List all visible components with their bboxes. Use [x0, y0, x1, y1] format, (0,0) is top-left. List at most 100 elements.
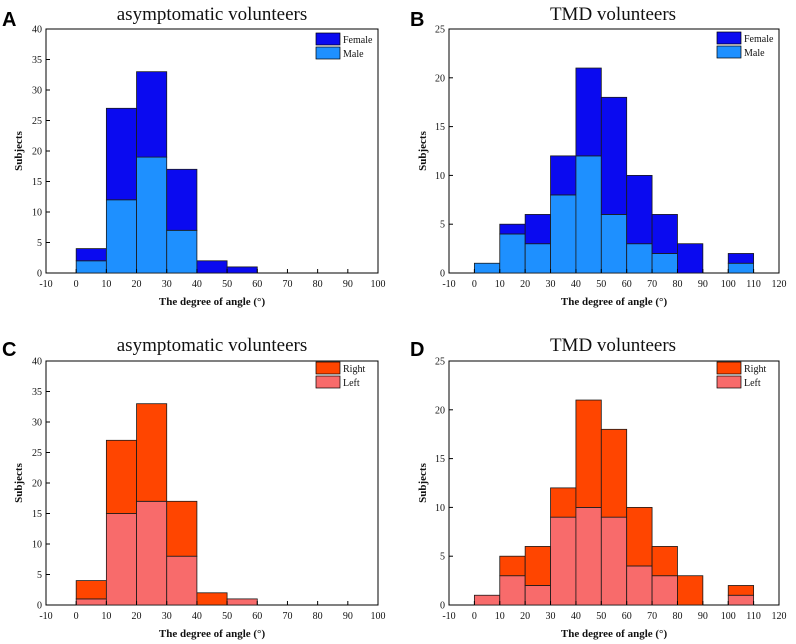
bar-left-0-10-c	[75, 598, 107, 606]
y-tick-label: 15	[435, 454, 445, 465]
bar-right-20-30-d	[524, 546, 551, 586]
x-tick-label: -10	[442, 611, 455, 622]
panel-letter-b: B	[410, 9, 424, 31]
y-tick-label: 20	[435, 73, 445, 84]
bar-male-100-110-b	[727, 262, 755, 274]
bar-female-10-20-a	[105, 107, 137, 201]
y-ticks-d: 0 5 10 15 20 25	[435, 357, 453, 612]
y-tick-label: 5	[37, 570, 42, 581]
bar-male-60-70-b	[626, 243, 653, 274]
bar-male-30-40-b	[550, 194, 577, 274]
x-tick-label: 120	[772, 611, 787, 622]
bar-right-30-40-c	[166, 500, 198, 557]
x-tick-label: -10	[39, 611, 52, 622]
x-ticks-d: -10 0 10 20 30 40 50 60 70 80 90 100 110 120	[442, 601, 787, 622]
y-tick-label: 25	[435, 25, 445, 36]
legend-swatch-right-c	[315, 361, 341, 375]
x-tick-label: 90	[698, 279, 708, 290]
y-tick-label: 0	[440, 601, 445, 612]
panel-b: B TMD volunteers -10 0 10 20 30 40 50 60 70 80 90 1…	[410, 4, 787, 308]
x-tick-label: 100	[371, 611, 386, 622]
x-axis-label-b: The degree of angle (°)	[561, 296, 668, 308]
y-tick-label: 0	[37, 601, 42, 612]
bar-male-70-80-b	[651, 253, 678, 274]
legend-swatch-left-d	[716, 375, 742, 389]
y-tick-label: 5	[37, 238, 42, 249]
x-axis-label-a: The degree of angle (°)	[159, 296, 266, 308]
x-tick-label: 30	[546, 611, 556, 622]
y-tick-label: 10	[435, 171, 445, 182]
legend-d: Right Left	[716, 361, 766, 389]
bar-female-60-70-b	[626, 174, 653, 245]
bar-left-100-110-d	[727, 594, 755, 606]
legend-a: Female Male	[315, 32, 373, 60]
bars-a	[75, 71, 258, 274]
chart-title-c: asymptomatic volunteers	[117, 335, 307, 356]
x-tick-label: 40	[571, 279, 581, 290]
bar-male-40-50-b	[575, 155, 602, 274]
legend-label-female-b: Female	[744, 34, 774, 45]
x-tick-label: 70	[647, 611, 657, 622]
x-tick-label: 120	[772, 279, 787, 290]
x-ticks-c: -10 0 10 20 30 40 50 60 70 80 90 100	[39, 601, 386, 622]
x-tick-label: 50	[222, 279, 232, 290]
y-axis-label-d: Subjects	[417, 462, 429, 502]
x-tick-label: 50	[596, 611, 606, 622]
y-tick-label: 40	[32, 357, 42, 368]
bar-left-10-20-d	[499, 575, 526, 606]
legend-b: Female Male	[716, 31, 774, 59]
bar-right-0-10-c	[75, 580, 107, 600]
bar-female-40-50-b	[575, 67, 602, 157]
bars-c	[75, 403, 258, 606]
bar-female-0-10-a	[75, 248, 107, 262]
x-tick-label: 30	[162, 611, 172, 622]
legend-label-right-c: Right	[343, 364, 365, 375]
legend-label-left-d: Left	[744, 378, 761, 389]
legend-swatch-left-c	[315, 375, 341, 389]
legend-swatch-female-a	[315, 32, 341, 46]
y-tick-label: 20	[435, 405, 445, 416]
bar-male-20-30-a	[136, 156, 168, 274]
bar-left-20-30-c	[136, 500, 168, 606]
y-tick-label: 30	[32, 86, 42, 97]
panel-a: A asymptomatic volunteers -10 0 10 20 30 40 50…	[2, 4, 386, 308]
x-tick-label: 30	[162, 279, 172, 290]
x-tick-label: 20	[132, 611, 142, 622]
bar-female-40-50-a	[196, 260, 228, 274]
x-tick-label: 80	[313, 279, 323, 290]
x-axis-label-d: The degree of angle (°)	[561, 628, 668, 640]
y-tick-label: 20	[32, 147, 42, 158]
bar-male-10-20-b	[499, 233, 526, 274]
x-tick-label: 60	[252, 611, 262, 622]
x-tick-label: 10	[101, 279, 111, 290]
x-tick-label: 80	[313, 611, 323, 622]
bar-left-20-30-d	[524, 585, 551, 606]
x-tick-label: 110	[746, 279, 761, 290]
bar-right-40-50-d	[575, 399, 602, 508]
y-tick-label: 10	[32, 208, 42, 219]
x-tick-label: 30	[546, 279, 556, 290]
x-tick-label: 10	[495, 279, 505, 290]
bar-left-10-20-c	[105, 513, 137, 606]
bar-female-50-60-b	[600, 96, 628, 215]
legend-label-left-c: Left	[343, 378, 360, 389]
bar-male-10-20-a	[105, 199, 137, 274]
bar-left-50-60-c	[226, 598, 258, 606]
x-tick-label: 60	[252, 279, 262, 290]
x-tick-label: 80	[672, 279, 682, 290]
y-tick-label: 25	[32, 448, 42, 459]
bar-left-70-80-d	[651, 575, 678, 606]
bar-right-10-20-c	[105, 439, 137, 514]
legend-label-male-a: Male	[343, 49, 364, 60]
bar-left-30-40-d	[550, 516, 577, 606]
x-tick-label: 50	[222, 611, 232, 622]
x-tick-label: 40	[571, 611, 581, 622]
x-tick-label: 100	[371, 279, 386, 290]
bar-left-50-60-d	[600, 516, 628, 606]
bar-male-20-30-b	[524, 243, 551, 274]
y-tick-label: 35	[32, 55, 42, 66]
y-ticks-a: 0 5 10 15 20 25 30 35 40	[32, 25, 50, 280]
y-tick-label: 25	[435, 357, 445, 368]
x-tick-label: 50	[596, 279, 606, 290]
